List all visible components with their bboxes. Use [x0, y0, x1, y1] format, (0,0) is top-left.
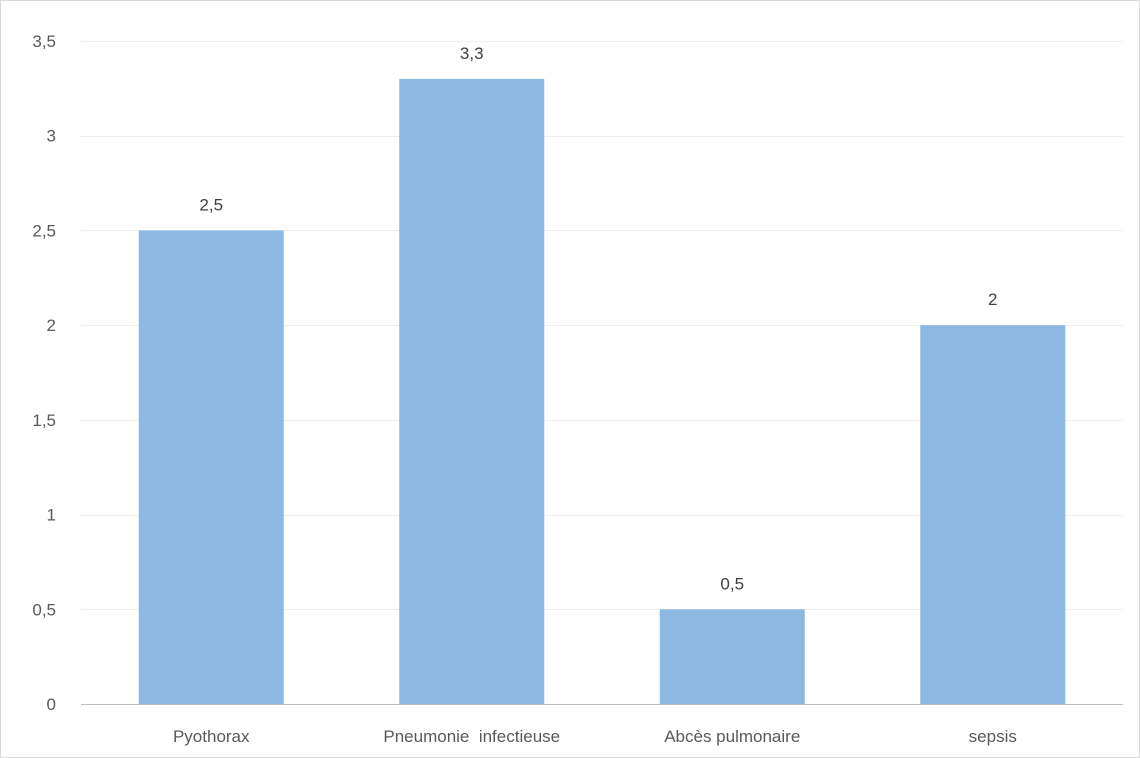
bar-2 [399, 78, 545, 704]
data-label: 0,5 [720, 574, 744, 593]
x-tick-label: Pyothorax [173, 727, 250, 746]
y-tick-label: 3,5 [32, 32, 56, 51]
data-label: 2,5 [199, 195, 223, 214]
category-labels: Pyothorax Pneumonie infectieuse Abcès pulm… [173, 727, 1017, 746]
y-tick-label: 2,5 [32, 221, 56, 240]
x-tick-label: Abcès pulmonaire [664, 727, 800, 746]
x-tick-label: Pneumonie infectieuse [383, 727, 560, 746]
x-tick-label: sepsis [969, 727, 1017, 746]
y-tick-label: 1,5 [32, 411, 56, 430]
data-labels: 2,5 3,3 0,5 2 [199, 44, 997, 593]
y-tick-label: 0 [47, 695, 56, 714]
y-tick-label: 3 [47, 127, 56, 146]
y-tick-label: 0,5 [32, 600, 56, 619]
data-label: 2 [988, 290, 997, 309]
y-tick-label: 2 [47, 316, 56, 335]
bar-4 [920, 325, 1066, 704]
bar-3 [659, 609, 805, 704]
bar-1 [138, 230, 284, 704]
y-axis-tick-labels: 0 0,5 1 1,5 2 2,5 3 3,5 [32, 32, 56, 714]
data-label: 3,3 [460, 44, 484, 63]
y-tick-label: 1 [47, 506, 56, 525]
bars [138, 78, 1066, 704]
